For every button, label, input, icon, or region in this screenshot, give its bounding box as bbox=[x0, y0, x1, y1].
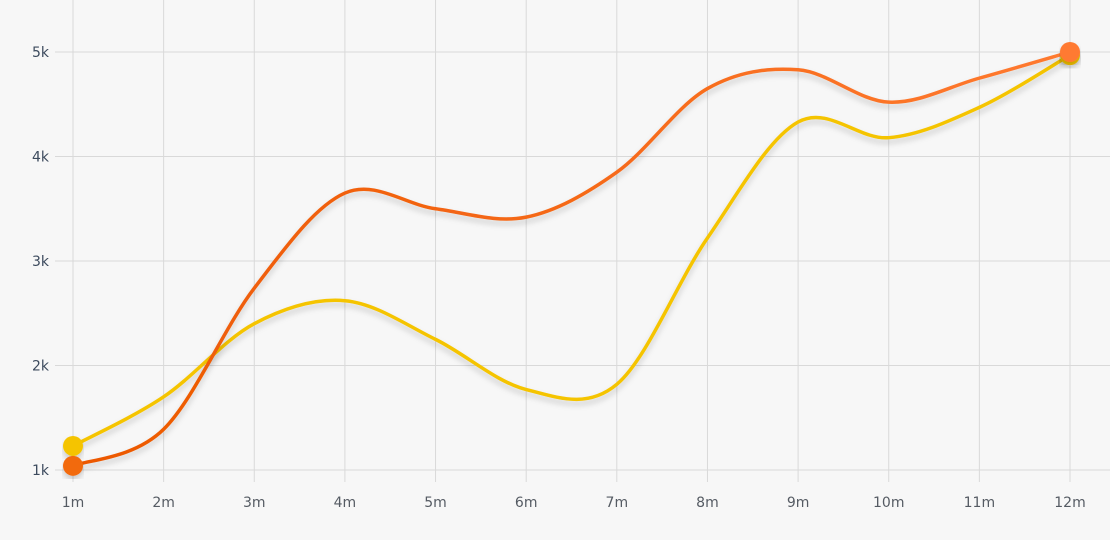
y-tick-label: 2k bbox=[32, 359, 50, 375]
x-tick-label: 1m bbox=[62, 495, 85, 511]
grid bbox=[55, 0, 1110, 482]
series-group bbox=[63, 42, 1080, 476]
y-tick-label: 3k bbox=[32, 254, 50, 270]
x-tick-label: 11m bbox=[964, 495, 995, 511]
series-start-marker[interactable] bbox=[63, 455, 83, 476]
series-line-0 bbox=[72, 53, 1071, 448]
x-tick-label: 4m bbox=[334, 495, 357, 511]
x-axis: 1m 2m 3m 4m 5m 6m 7m 8m 9m 10m 11m 12m bbox=[62, 495, 1086, 511]
x-tick-label: 8m bbox=[696, 495, 719, 511]
x-tick-label: 3m bbox=[243, 495, 266, 511]
series-line-1 bbox=[72, 50, 1071, 468]
x-tick-label: 12m bbox=[1054, 495, 1085, 511]
x-tick-label: 7m bbox=[606, 495, 629, 511]
y-tick-label: 4k bbox=[32, 150, 50, 166]
y-axis: 1k 2k 3k 4k 5k bbox=[32, 45, 50, 479]
x-tick-label: 2m bbox=[152, 495, 175, 511]
y-tick-label: 5k bbox=[32, 45, 50, 61]
x-tick-label: 5m bbox=[424, 495, 447, 511]
x-tick-label: 10m bbox=[873, 495, 904, 511]
x-tick-label: 6m bbox=[515, 495, 538, 511]
y-tick-label: 1k bbox=[32, 463, 50, 479]
series-end-marker[interactable] bbox=[1060, 42, 1080, 62]
series-start-marker[interactable] bbox=[63, 435, 83, 456]
x-tick-label: 9m bbox=[787, 495, 810, 511]
